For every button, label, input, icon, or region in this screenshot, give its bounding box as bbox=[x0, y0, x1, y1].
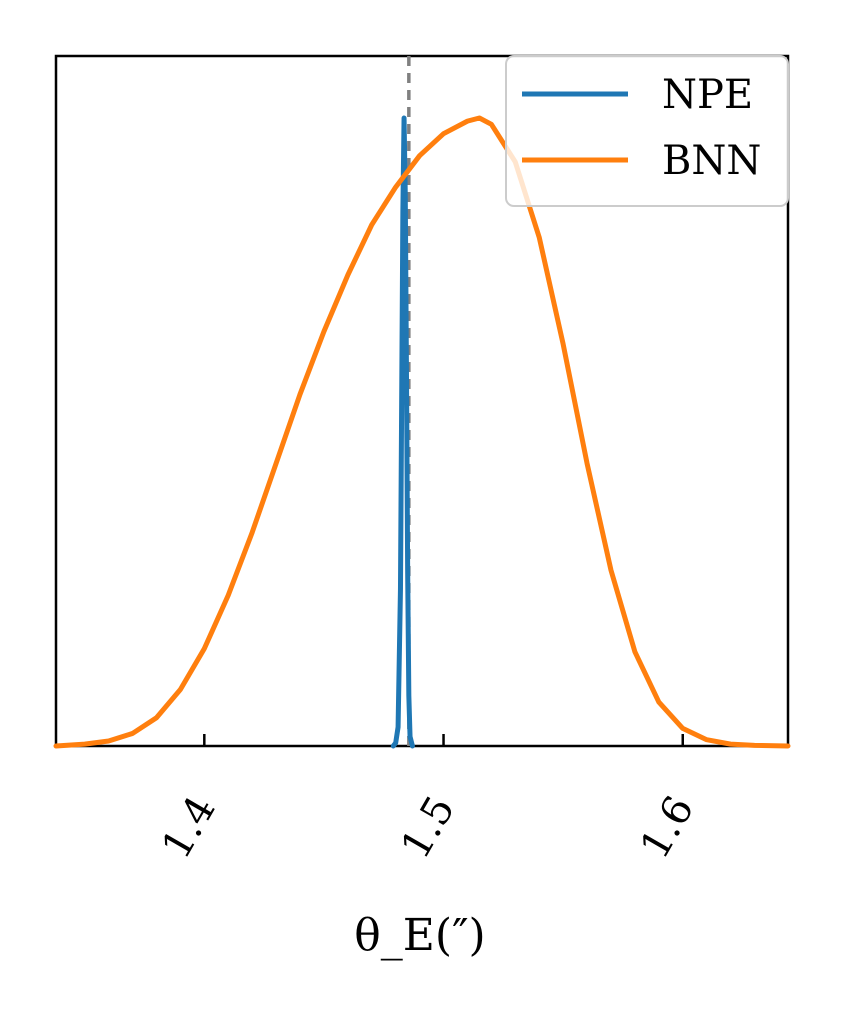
legend-label-bnn: BNN bbox=[662, 138, 761, 184]
x-ticks: 1.4 1.5 1.6 bbox=[153, 734, 703, 867]
x-axis-label: θ_E(″) bbox=[354, 910, 485, 961]
plot-frame bbox=[54, 54, 790, 748]
x-tick-label: 1.6 bbox=[632, 788, 704, 866]
legend-label-npe: NPE bbox=[662, 72, 753, 118]
legend: NPE BNN bbox=[505, 55, 789, 207]
series-lines bbox=[53, 56, 791, 749]
series-line-bnn bbox=[53, 115, 791, 749]
series-line-npe bbox=[390, 115, 415, 749]
x-tick-label: 1.5 bbox=[392, 788, 464, 866]
x-tick-label: 1.4 bbox=[153, 788, 225, 866]
